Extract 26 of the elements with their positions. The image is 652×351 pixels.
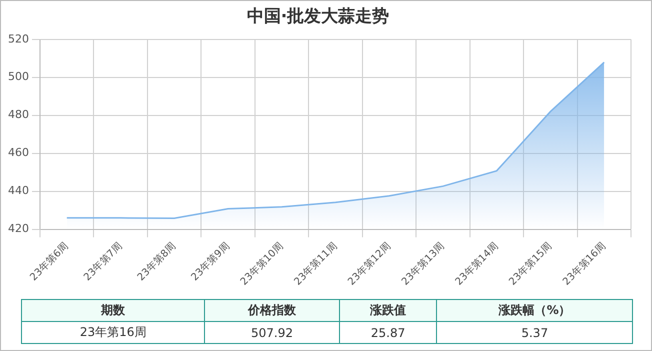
x-tick-label: 23年第16周: [560, 240, 608, 288]
y-tick-label: 420: [8, 222, 29, 236]
x-tick-label: 23年第12周: [345, 240, 394, 288]
x-tick-label: 23年第8周: [135, 240, 178, 284]
y-tick-label: 460: [8, 146, 29, 160]
text: 期数: [22, 300, 205, 322]
y-tick-label: 520: [8, 32, 29, 46]
y-tick-label: 500: [8, 70, 29, 84]
x-tick-label: 23年第7周: [81, 240, 125, 284]
chart-title: 中国·批发大蒜走势: [246, 6, 390, 27]
x-tick-label: 23年第15周: [506, 240, 554, 288]
text: 25.87: [339, 322, 437, 344]
text: 23年第16周: [22, 322, 205, 344]
text: 5.37: [436, 322, 632, 344]
y-tick-label: 440: [8, 184, 29, 198]
y-tick-label: 480: [8, 108, 29, 122]
text: 涨跌幅（%）: [436, 300, 632, 322]
text: 涨跌值: [339, 300, 437, 322]
x-tick-label: 23年第9周: [188, 240, 232, 284]
x-tick-label: 23年第6周: [28, 240, 71, 284]
text: 507.92: [204, 322, 340, 344]
x-tick-label: 23年第14周: [452, 240, 501, 288]
text: 价格指数: [204, 300, 340, 322]
x-tick-label: 23年第13周: [399, 240, 447, 288]
x-tick-label: 23年第11周: [292, 240, 340, 288]
x-tick-label: 23年第10周: [238, 240, 286, 288]
